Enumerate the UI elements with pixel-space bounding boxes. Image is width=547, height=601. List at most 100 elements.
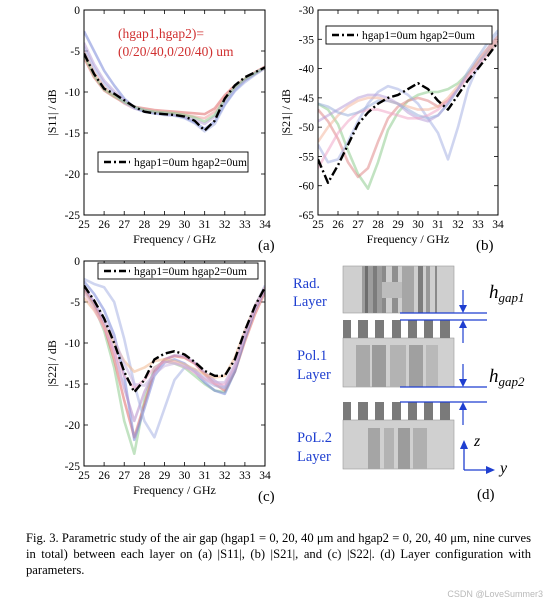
series-group [84, 277, 265, 456]
highlight-series-line [84, 52, 265, 132]
y-tick-label: -35 [299, 34, 315, 46]
pol2-layer-label-1: PoL.2 [297, 430, 332, 446]
x-tick-label: 31 [432, 219, 444, 231]
legend-label: hgap1=0um hgap2=0um [134, 266, 247, 278]
panel-d-layer-diagram: hgap1 hgap2 z y Rad. Layer Pol.1 Layer P… [293, 265, 525, 503]
x-tick-label: 26 [98, 219, 110, 231]
plot-frame [83, 9, 266, 216]
x-tick-label: 30 [179, 219, 191, 231]
x-tick-label: 33 [239, 219, 251, 231]
x-axis-label: Frequency / GHz [133, 483, 216, 497]
pol2-layer-label-2: Layer [297, 449, 331, 465]
series-group [318, 29, 498, 190]
series-line [318, 41, 498, 169]
y-tick-label: -15 [65, 128, 81, 140]
series-line [84, 284, 265, 387]
rad-layer-label-1: Rad. [293, 276, 320, 292]
plot-frame [83, 260, 266, 467]
y-tick-label: -50 [299, 122, 315, 134]
x-tick-label: 25 [312, 219, 324, 231]
x-tick-label: 32 [452, 219, 464, 231]
annotation-line-1: (hgap1,hgap2)= [118, 26, 204, 41]
legend: hgap1=0um hgap2=0um [97, 151, 249, 173]
gap1-label: hgap1 [489, 282, 525, 305]
y-tick-label: -60 [299, 181, 315, 193]
x-tick-label: 29 [392, 219, 404, 231]
y-tick-label: -65 [299, 210, 315, 222]
y-tick-label: -5 [70, 46, 80, 58]
legend-label: hgap1=0um hgap2=0um [362, 30, 475, 42]
y-tick-label: -30 [299, 5, 315, 17]
series-line [84, 280, 265, 442]
legend-box [97, 151, 249, 173]
y-tick-label: -5 [70, 297, 80, 309]
x-tick-label: 27 [118, 219, 130, 231]
x-tick-label: 26 [98, 470, 110, 482]
x-tick-label: 25 [78, 470, 90, 482]
axis-y-label: y [498, 460, 508, 477]
series-line [318, 32, 498, 164]
panel-d-tag: (d) [477, 487, 495, 503]
panel-tag: (c) [258, 489, 275, 505]
x-tick-label: 34 [259, 219, 271, 231]
x-tick-label: 27 [352, 219, 364, 231]
series-group [84, 30, 265, 133]
y-tick-label: -20 [65, 420, 81, 432]
x-tick-label: 34 [492, 219, 504, 231]
y-tick-label: -25 [65, 210, 81, 222]
panel-c-s22-chart: 25 26 27 28 29 30 31 32 33 34 0 -5 -10 -15 -20 -25 Frequ… [45, 256, 275, 505]
watermark: CSDN @LoveSummer3 [447, 589, 543, 599]
x-tick-label: 27 [118, 470, 130, 482]
gap2-label: hgap2 [489, 366, 525, 389]
x-tick-label: 26 [332, 219, 344, 231]
rad-layer-label-2: Layer [293, 294, 327, 310]
x-tick-label: 34 [259, 470, 271, 482]
legend: hgap1=0um hgap2=0um [97, 262, 259, 280]
figure-caption: Fig. 3. Parametric study of the air gap … [26, 531, 531, 577]
x-tick-label: 25 [78, 219, 90, 231]
x-tick-label: 28 [139, 470, 151, 482]
figure-canvas: 25 26 27 28 29 30 31 32 33 34 0 -5 -10 -15 -20 -25 Frequ… [45, 5, 525, 505]
y-tick-label: -20 [65, 169, 81, 181]
panel-b-s21-chart: 25 26 27 28 29 30 31 32 33 34 -30 -35 -40 -45 -50 -55 -6… [279, 5, 504, 254]
highlight-series-line [318, 41, 498, 184]
y-axis-label: |S11| / dB [45, 89, 59, 135]
axis-z-label: z [473, 433, 481, 450]
x-tick-label: 33 [472, 219, 484, 231]
x-tick-label: 29 [159, 219, 171, 231]
x-axis-label: Frequency / GHz [133, 232, 216, 246]
y-tick-label: -55 [299, 151, 315, 163]
pol1-layer-label-1: Pol.1 [297, 348, 327, 364]
x-tick-label: 31 [199, 470, 211, 482]
pol2-layer-block [342, 402, 455, 470]
y-tick-label: -40 [299, 64, 315, 76]
pol1-layer-label-2: Layer [297, 367, 331, 383]
y-tick-label: -25 [65, 461, 81, 473]
x-tick-label: 29 [159, 470, 171, 482]
x-tick-label: 28 [139, 219, 151, 231]
gap-dimension-lines [400, 290, 487, 425]
x-tick-label: 30 [179, 470, 191, 482]
x-tick-label: 33 [239, 470, 251, 482]
x-tick-label: 28 [372, 219, 384, 231]
y-tick-label: -10 [65, 338, 81, 350]
y-tick-label: -15 [65, 379, 81, 391]
y-tick-label: -45 [299, 93, 315, 105]
y-tick-label: 0 [74, 256, 80, 268]
legend-box [97, 262, 259, 280]
y-axis-label: |S22| / dB [45, 340, 59, 387]
pol1-layer-block [342, 320, 455, 388]
x-tick-label: 32 [219, 219, 231, 231]
series-line [318, 29, 498, 120]
rad-layer-block [342, 265, 455, 314]
legend: hgap1=0um hgap2=0um [325, 25, 493, 45]
x-tick-label: 30 [412, 219, 424, 231]
y-tick-label: -10 [65, 87, 81, 99]
axes-indicator [460, 440, 495, 474]
series-line [84, 289, 265, 456]
x-axis-label: Frequency / GHz [367, 232, 450, 246]
panel-tag: (b) [476, 238, 494, 254]
legend-label: hgap1=0um hgap2=0um [134, 157, 247, 169]
panel-a-s11-chart: 25 26 27 28 29 30 31 32 33 34 0 -5 -10 -15 -20 -25 Frequ… [45, 5, 275, 254]
annotation-line-2: (0/20/40,0/20/40) um [118, 44, 234, 59]
